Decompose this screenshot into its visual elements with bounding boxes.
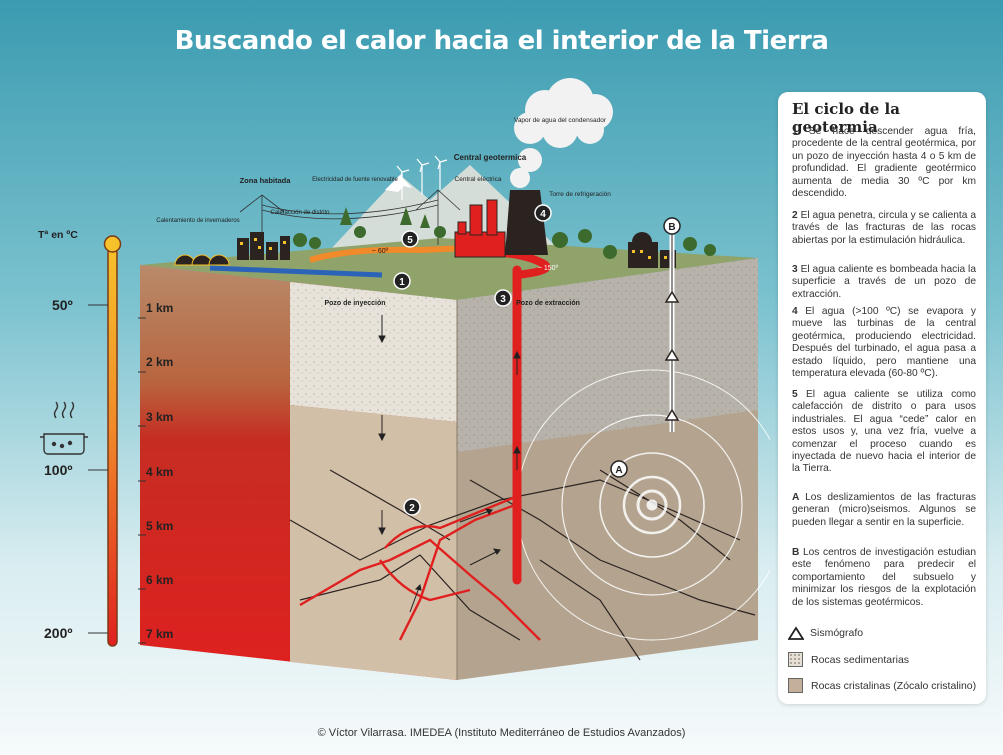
label-calefaccion: Calefacción de distrito: [270, 210, 330, 216]
label-pozo-inyeccion: Pozo de inyección: [324, 300, 385, 307]
steam-cloud: [510, 78, 613, 188]
label-torre: Torre de refrigeración: [549, 191, 611, 198]
legend-seismograph: Sismógrafo: [788, 626, 863, 640]
page-title: Buscando el calor hacia el interior de l…: [174, 26, 829, 56]
crystalline-swatch: [788, 678, 803, 693]
label-calentamiento: Calentamiento de invernaderos: [156, 218, 239, 224]
greenhouses: [174, 254, 230, 266]
wind-turbines: [396, 155, 448, 200]
step-markers: [393, 204, 681, 516]
label-electricidad: Electricidad de fuente renovable: [312, 177, 398, 183]
panel-step-1: 1 Se hace descender agua fría, procedent…: [792, 126, 976, 200]
panel-step-a: A Los deslizamientos de las fracturas ge…: [792, 492, 976, 528]
marker-1: 1: [399, 277, 405, 288]
label-central-electrica: Central eléctrica: [455, 176, 502, 183]
depth-7km: 7 km: [146, 627, 173, 641]
marker-3: 3: [500, 294, 506, 305]
panel-step-4: 4 El agua (>100 ºC) se evapora y mueve l…: [792, 306, 976, 380]
sedimentary-swatch: [788, 652, 803, 667]
geothermal-diagram: Tª en ºC 50º 100º 200º 1 km 2 km 3 km 4 …: [38, 78, 758, 680]
boiling-water-icon: [40, 401, 88, 455]
label-vapor: Vapor de agua del condensador: [514, 117, 607, 124]
injection-arrows: [378, 315, 386, 536]
panel-step-5: 5 El agua caliente se utiliza como calef…: [792, 389, 976, 475]
panel-step-3: 3 El agua caliente es bombeada hacia la …: [792, 264, 976, 300]
panel-heading: El ciclo de la geotermia: [792, 100, 900, 136]
town-buildings: [237, 232, 290, 260]
label-temp-60: ~ 60º: [372, 248, 389, 255]
research-center: [628, 232, 676, 268]
credit: © Víctor Vilarrasa. IMEDEA (Instituto Me…: [317, 727, 686, 739]
seismograph-icon: [664, 290, 680, 421]
marker-2: 2: [409, 503, 415, 514]
temp-tick-50: 50º: [52, 297, 73, 313]
depth-6km: 6 km: [146, 573, 173, 587]
thermometer: [88, 235, 122, 647]
extraction-arrows: [513, 350, 521, 470]
label-zona-habitada: Zona habitada: [240, 176, 292, 185]
label-central-geotermica: Central geotermica: [454, 153, 527, 162]
temp-tick-200: 200º: [44, 625, 72, 641]
legend-sedimentary: Rocas sedimentarias: [788, 652, 909, 667]
flow-arrows: [409, 508, 501, 613]
temp-tick-100: 100º: [44, 462, 72, 478]
marker-b: B: [668, 222, 675, 233]
stimulated-fractures: [299, 493, 541, 641]
depth-5km: 5 km: [146, 519, 173, 533]
depth-3km: 3 km: [146, 410, 173, 424]
panel-step-b: B Los centros de investigación estudian …: [792, 547, 976, 608]
panel-step-2: 2 El agua penetra, circula y se calienta…: [792, 210, 976, 246]
marker-5: 5: [407, 235, 413, 246]
label-pozo-extraccion: Pozo de extracción: [516, 300, 580, 307]
marker-a: A: [615, 465, 622, 476]
label-temp-150: ~ 150º: [538, 265, 559, 272]
marker-4: 4: [540, 209, 546, 220]
depth-ticks: [138, 317, 146, 644]
depth-2km: 2 km: [146, 355, 173, 369]
power-plant: [454, 190, 548, 258]
depth-1km: 1 km: [146, 301, 173, 315]
temperature-label: Tª en ºC: [38, 229, 78, 241]
depth-4km: 4 km: [146, 465, 173, 479]
trees: [293, 207, 716, 259]
seismograph-legend-icon: [788, 626, 804, 640]
info-panel: El ciclo de la geotermia 1 Se hace desce…: [778, 92, 986, 704]
legend-crystalline: Rocas cristalinas (Zócalo cristalino): [788, 678, 976, 693]
